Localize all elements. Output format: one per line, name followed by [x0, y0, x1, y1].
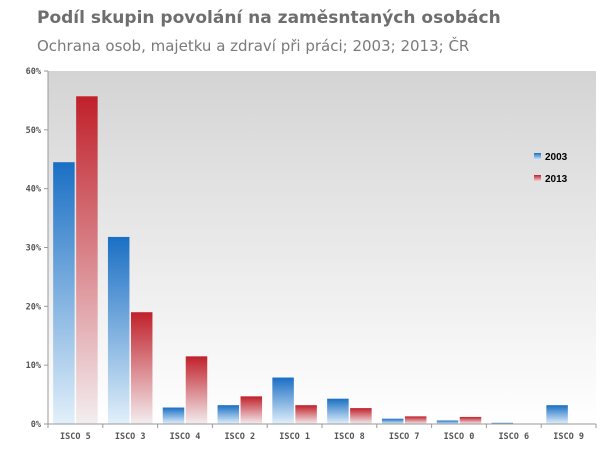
legend-label-2013: 2013: [545, 174, 568, 185]
bar-2003-isco-1: [272, 377, 294, 424]
x-tick-label: ISCO 9: [553, 432, 584, 442]
y-axis: 0% 10% 20% 30% 40% 50% 60%: [26, 67, 49, 430]
legend-label-2003: 2003: [545, 152, 568, 163]
chart-subtitle: Ochrana osob, majetku a zdraví při práci…: [37, 37, 470, 55]
y-tick-label: 50%: [26, 126, 42, 136]
x-tick-label: ISCO 2: [224, 432, 255, 442]
x-tick-label: ISCO 5: [60, 432, 91, 442]
y-tick-label: 10%: [26, 361, 42, 371]
x-tick-label: ISCO 0: [444, 432, 475, 442]
bar-2013-isco-2: [240, 396, 263, 424]
bar-2003-isco-7: [381, 418, 404, 424]
x-tick-label: ISCO 8: [334, 432, 365, 442]
y-tick-label: 40%: [26, 185, 42, 195]
bar-2003-isco-2: [217, 405, 240, 424]
bar-2003-isco-9: [546, 405, 568, 424]
y-tick-label: 30%: [26, 244, 42, 254]
plot-area: [48, 71, 596, 424]
x-tick-label: ISCO 1: [279, 432, 310, 442]
bar-2003-isco-8: [327, 398, 349, 424]
y-tick-label: 0%: [31, 420, 42, 430]
bar-2013-isco-8: [350, 408, 372, 424]
bars: [53, 96, 568, 425]
legend: 2003 2013: [534, 152, 568, 185]
bar-2013-isco-5: [76, 96, 98, 424]
x-tick-label: ISCO 7: [389, 432, 420, 442]
bar-2003-isco-3: [107, 236, 130, 424]
legend-swatch-2013: [534, 175, 541, 182]
bar-2013-isco-4: [185, 356, 208, 424]
bar-2013-isco-1: [295, 405, 317, 424]
bar-2003-isco-5: [53, 162, 75, 425]
x-tick-label: ISCO 6: [498, 432, 529, 442]
legend-swatch-2003: [534, 153, 541, 160]
bar-2003-isco-6: [491, 422, 514, 424]
bar-2013-isco-3: [130, 312, 153, 424]
bar-2013-isco-7: [404, 416, 427, 424]
x-tick-label: ISCO 3: [115, 432, 146, 442]
bar-2003-isco-4: [162, 407, 185, 424]
chart-title: Podíl skupin povolání na zaměsntaných os…: [37, 8, 501, 28]
y-tick-label: 60%: [26, 67, 42, 77]
x-axis: ISCO 5 ISCO 3 ISCO 4 ISCO 2 ISCO 1 ISCO 8 ISCO…: [47, 423, 597, 442]
bar-2003-isco-0: [436, 420, 459, 424]
bar-2013-isco-0: [459, 416, 482, 424]
y-tick-label: 20%: [26, 302, 42, 312]
x-tick-label: ISCO 4: [170, 432, 201, 442]
